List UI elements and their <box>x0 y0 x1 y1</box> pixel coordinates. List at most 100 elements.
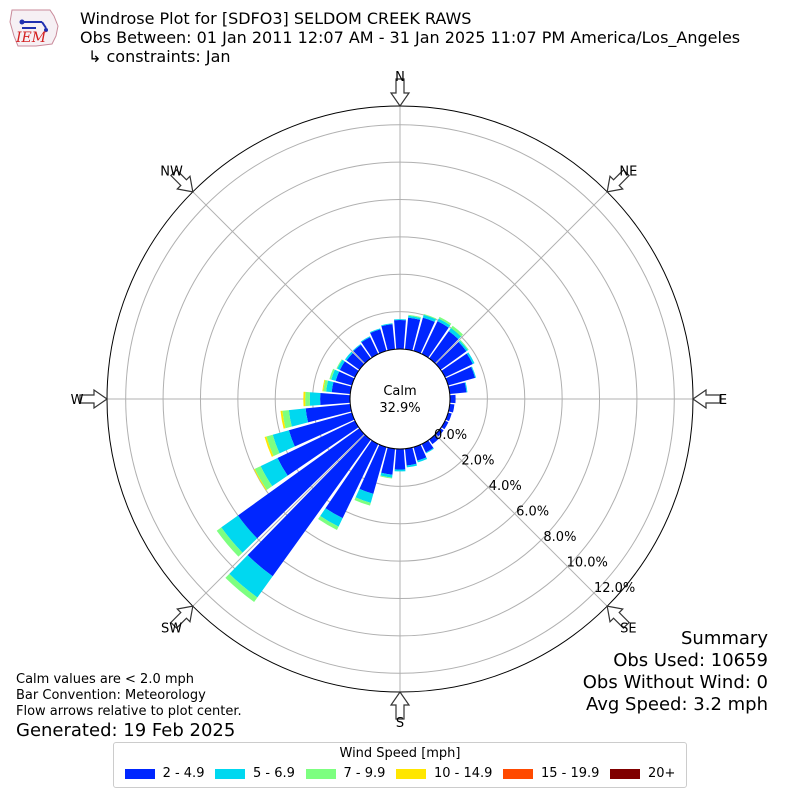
direction-label: SW <box>161 621 182 636</box>
wind-bars <box>216 313 477 603</box>
wind-bar-segment <box>264 436 274 457</box>
bar-convention: Bar Convention: Meteorology <box>16 688 206 703</box>
chart-period: Obs Between: 01 Jan 2011 12:07 AM - 31 J… <box>80 28 741 47</box>
wind-bar-segment <box>260 457 288 487</box>
wind-bar-segment <box>413 317 435 354</box>
summary-box: Summary Obs Used: 10659 Obs Without Wind… <box>583 628 768 716</box>
arrow-shape <box>691 388 721 410</box>
generated-date: Generated: 19 Feb 2025 <box>16 720 236 741</box>
wind-bar-segment <box>408 314 421 318</box>
wind-bar-segment <box>346 352 365 370</box>
wind-bar-segment <box>305 403 352 423</box>
legend: Wind Speed [mph] 2 - 4.9 5 - 6.9 7 - 9.9… <box>113 742 687 788</box>
wind-bar-segment <box>303 391 306 407</box>
wind-bar-segment <box>450 325 463 337</box>
iem-logo: IEM <box>9 9 59 47</box>
flow-note: Flow arrows relative to plot center. <box>16 704 242 719</box>
wind-bar-segment <box>288 408 309 427</box>
wind-bar-segment <box>380 475 393 479</box>
wind-bar-segment <box>322 379 326 392</box>
wind-bar-segment <box>361 337 379 358</box>
wind-bar-segment <box>437 318 451 328</box>
wind-bar-segment <box>406 463 417 468</box>
wind-bar-segment <box>417 457 428 463</box>
wind-bar-segment <box>421 440 434 453</box>
wind-bar-segment <box>355 488 374 503</box>
grid-spoke <box>192 434 365 607</box>
radial-tick-labels: 0.0% 2.0% 4.0% 6.0% 8.0% 10.0% 12.0% <box>434 428 635 596</box>
wind-bar-segment <box>394 319 406 321</box>
radial-tick-label: 0.0% <box>434 428 467 443</box>
wind-bar-segment <box>352 343 362 352</box>
wind-bar-segment <box>441 420 449 430</box>
title-block: Windrose Plot for [SDFO3] SELDOM CREEK R… <box>80 9 740 66</box>
wind-bar-segment <box>225 573 258 603</box>
direction-label: NE <box>619 165 637 180</box>
wind-bar-segment <box>422 314 436 322</box>
wind-bar-segment <box>464 382 468 393</box>
wind-bar-segment <box>359 444 387 494</box>
direction-label: E <box>719 393 727 408</box>
logo-text: IEM <box>15 30 47 46</box>
wind-bar-segment <box>448 328 462 340</box>
wind-bar-segment <box>253 468 267 491</box>
summary-avg-speed: Avg Speed: 3.2 mph <box>586 694 768 715</box>
direction-arrow <box>606 605 630 629</box>
arrow-shape <box>389 78 411 108</box>
arrow-shape <box>170 169 194 193</box>
wind-bar-segment <box>466 352 475 364</box>
wind-bar-segment <box>445 366 476 386</box>
wind-bar-segment <box>381 323 393 327</box>
wind-bar-segment <box>331 382 352 395</box>
wind-bar-segment <box>254 466 273 490</box>
wind-bar-segment <box>380 472 393 478</box>
legend-item: 5 - 6.9 <box>215 766 295 781</box>
wind-bar-segment <box>435 428 444 437</box>
legend-label: 5 - 6.9 <box>253 766 295 781</box>
wind-bar-segment <box>438 316 452 326</box>
wind-bar-segment <box>441 353 473 378</box>
wind-bar-segment <box>325 440 379 519</box>
wind-bar-segment <box>266 434 280 457</box>
wind-bar-segment <box>423 313 437 320</box>
wind-bar-segment <box>344 351 353 361</box>
chart-title: Windrose Plot for [SDFO3] SELDOM CREEK R… <box>80 9 472 28</box>
wind-bar-segment <box>329 368 335 380</box>
arrow-shape <box>170 605 194 629</box>
wind-bar-segment <box>408 315 421 320</box>
legend-swatch <box>502 768 533 779</box>
legend-items: 2 - 4.9 5 - 6.9 7 - 9.9 10 - 14.9 15 - 1… <box>114 766 686 781</box>
wind-bar-segment <box>272 430 295 454</box>
legend-label: 10 - 14.9 <box>433 766 493 781</box>
wind-bar-segment <box>360 336 371 343</box>
wind-bar-segment <box>326 380 334 393</box>
arrow-shape <box>606 605 630 629</box>
wind-bar-segment <box>280 410 286 429</box>
direction-arrow <box>389 690 411 720</box>
wind-bar-segment <box>339 361 359 378</box>
arrow-shape <box>389 690 411 720</box>
wind-bar-segment <box>320 393 351 405</box>
summary-obs-without-wind: Obs Without Wind: 0 <box>582 672 768 693</box>
wind-bar-segment <box>425 448 434 454</box>
chart-constraints: ↳ constraints: Jan <box>88 47 231 66</box>
legend-item: 20+ <box>610 766 675 781</box>
wind-bar-segment <box>221 515 258 553</box>
wind-bar-segment <box>449 394 456 404</box>
wind-bar-segment <box>429 434 439 445</box>
legend-swatch <box>305 768 336 779</box>
direction-arrow <box>691 388 721 410</box>
footer-notes: Calm values are < 2.0 mph Bar Convention… <box>16 672 242 742</box>
wind-bar-segment <box>448 382 467 395</box>
direction-label: NW <box>160 165 183 180</box>
radial-tick-label: 8.0% <box>543 530 576 545</box>
wind-bar-segment <box>237 428 365 539</box>
legend-swatch <box>124 768 155 779</box>
wind-bar-segment <box>471 366 477 378</box>
summary-title: Summary <box>681 628 768 649</box>
direction-label: S <box>396 716 404 731</box>
direction-arrows <box>79 78 721 720</box>
legend-item: 10 - 14.9 <box>395 766 493 781</box>
wind-bar-segment <box>229 555 273 598</box>
